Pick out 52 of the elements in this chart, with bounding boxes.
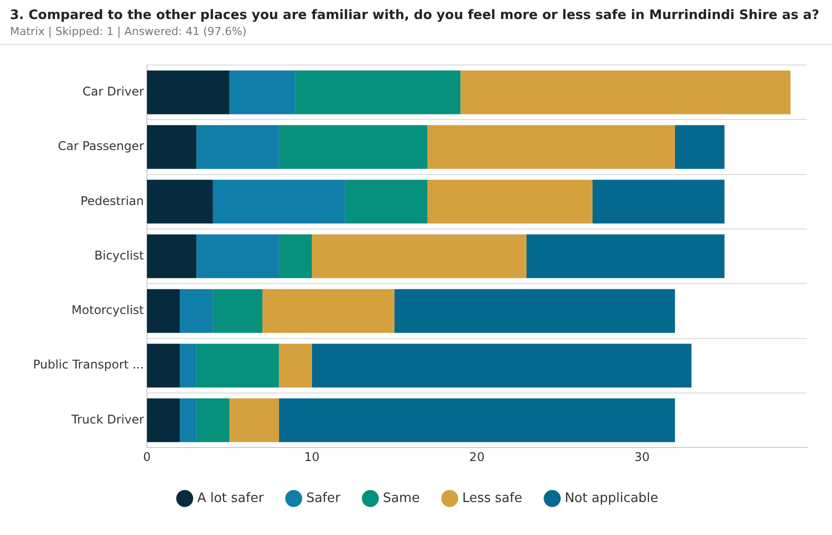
- chart-title: 3. Compared to the other places you are familiar with, do you feel more or less safe in Murrindindi Shire as a?: [10, 8, 820, 23]
- bar: [146, 344, 180, 388]
- bar: [262, 289, 394, 333]
- x-tick-label: 10: [304, 450, 320, 464]
- legend-label: Not applicable: [564, 490, 658, 506]
- bar: [394, 289, 675, 333]
- bar: [146, 398, 180, 442]
- bar: [212, 180, 345, 224]
- x-tick-label: 0: [143, 450, 151, 464]
- y-tick-label: Public Transport ...: [32, 358, 144, 372]
- bar: [146, 125, 196, 169]
- y-tick-label: Truck Driver: [70, 412, 144, 426]
- bar: [146, 289, 180, 333]
- bar: [278, 398, 675, 442]
- y-tick-label: Pedestrian: [80, 194, 144, 208]
- y-tick-label: Car Driver: [82, 84, 144, 98]
- legend-label: Less safe: [462, 490, 522, 506]
- legend-label: Safer: [306, 490, 341, 506]
- y-tick-label: Motorcyclist: [72, 303, 144, 318]
- bar: [229, 70, 296, 114]
- bar: [196, 125, 279, 169]
- bar: [278, 125, 428, 169]
- bar: [526, 234, 724, 278]
- bar: [146, 180, 213, 224]
- bar: [196, 398, 230, 442]
- legend-label: A lot safer: [197, 490, 264, 506]
- bar: [427, 125, 675, 169]
- bar: [427, 180, 592, 224]
- x-tick-label: 20: [469, 450, 485, 464]
- bar: [592, 180, 724, 224]
- y-tick-label: Bicyclist: [94, 248, 144, 262]
- bar: [295, 70, 460, 114]
- bar: [196, 234, 279, 278]
- bar: [460, 70, 790, 114]
- bar: [196, 344, 279, 388]
- chart-subtitle: Matrix | Skipped: 1 | Answered: 41 (97.6%): [10, 25, 248, 38]
- bar: [180, 289, 213, 333]
- bar: [674, 125, 724, 169]
- bar: [146, 70, 230, 114]
- bar: [278, 344, 312, 388]
- bar: [180, 344, 196, 388]
- bar: [180, 398, 196, 442]
- bar: [312, 344, 692, 388]
- bar: [229, 398, 279, 442]
- x-tick-label: 30: [634, 450, 650, 464]
- bar: [312, 234, 526, 278]
- bar: [278, 234, 312, 278]
- bar: [146, 234, 196, 278]
- bar: [344, 180, 428, 224]
- y-tick-label: Car Passenger: [58, 139, 144, 154]
- legend-label: Same: [382, 490, 420, 506]
- bar: [212, 289, 262, 333]
